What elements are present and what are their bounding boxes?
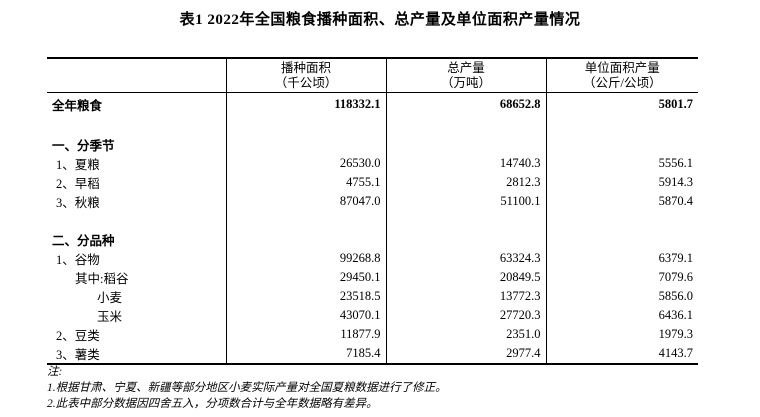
table-row-rice: 其中:稻谷 29450.1 20849.5 7079.6 xyxy=(47,268,698,287)
row-label: 一、分季节 xyxy=(52,139,115,153)
cell-yield: 7079.6 xyxy=(545,268,698,287)
cell-sown-area: 4755.1 xyxy=(225,173,386,192)
table-row-autumn-grain: 3、秋粮 87047.0 51100.1 5870.4 xyxy=(47,192,698,211)
cell-total-output: 2977.4 xyxy=(385,344,546,364)
row-label: 3、秋粮 xyxy=(56,196,100,210)
row-label: 小麦 xyxy=(97,291,123,305)
cell-sown-area: 7185.4 xyxy=(225,344,386,364)
cell-total-output: 68652.8 xyxy=(385,92,546,116)
notes: 注: 1.根据甘肃、宁夏、新疆等部分地区小麦实际产量对全国夏粮数据进行了修正。 … xyxy=(47,364,447,412)
table-row-section-by-season: 一、分季节 xyxy=(47,135,698,154)
grain-statistics-table: 播种面积 （千公顷） 总产量 （万吨） 单位面积产量 （公斤/公顷） 全年粮食 … xyxy=(47,57,698,365)
col-header-total-output: 总产量 （万吨） xyxy=(385,58,546,93)
note-item-2: 2.此表中部分数据因四舍五入，分项数合计与全年数据略有差异。 xyxy=(47,398,378,410)
col-header-sown-area-unit: （千公顷） xyxy=(274,75,338,90)
col-header-total-output-unit: （万吨） xyxy=(440,75,491,90)
row-label: 全年粮食 xyxy=(52,99,103,113)
spacer-row xyxy=(47,211,698,230)
cell-sown-area: 11877.9 xyxy=(225,325,386,344)
cell-yield xyxy=(545,230,698,249)
row-label: 2、豆类 xyxy=(56,329,100,343)
table-row-section-by-variety: 二、分品种 xyxy=(47,230,698,249)
col-header-total-output-name: 总产量 xyxy=(447,60,485,75)
cell-yield: 5801.7 xyxy=(545,92,698,116)
row-label: 2、早稻 xyxy=(56,177,100,191)
spacer-row xyxy=(47,116,698,135)
table-row-tubers: 3、薯类 7185.4 2977.4 4143.7 xyxy=(47,344,698,364)
cell-yield: 6436.1 xyxy=(545,306,698,325)
cell-yield xyxy=(545,135,698,154)
cell-total-output: 2351.0 xyxy=(385,325,546,344)
col-header-sown-area-name: 播种面积 xyxy=(280,60,331,75)
header-row: 播种面积 （千公顷） 总产量 （万吨） 单位面积产量 （公斤/公顷） xyxy=(47,58,698,93)
cell-yield: 4143.7 xyxy=(545,344,698,364)
row-label: 3、薯类 xyxy=(56,348,100,362)
cell-total-output: 2812.3 xyxy=(385,173,546,192)
table-row-cereals: 1、谷物 99268.8 63324.3 6379.1 xyxy=(47,249,698,268)
col-header-category xyxy=(47,58,226,93)
cell-total-output: 51100.1 xyxy=(385,192,546,211)
cell-yield: 5556.1 xyxy=(545,154,698,173)
cell-total-output xyxy=(385,135,546,154)
cell-yield: 5914.3 xyxy=(545,173,698,192)
cell-total-output: 27720.3 xyxy=(385,306,546,325)
cell-sown-area: 23518.5 xyxy=(225,287,386,306)
row-label: 玉米 xyxy=(97,310,123,324)
cell-total-output: 13772.3 xyxy=(385,287,546,306)
note-item-1: 1.根据甘肃、宁夏、新疆等部分地区小麦实际产量对全国夏粮数据进行了修正。 xyxy=(47,382,447,394)
cell-sown-area: 87047.0 xyxy=(225,192,386,211)
table-row-wheat: 小麦 23518.5 13772.3 5856.0 xyxy=(47,287,698,306)
cell-sown-area xyxy=(225,135,386,154)
table-row-corn: 玉米 43070.1 27720.3 6436.1 xyxy=(47,306,698,325)
col-header-yield-per-area-name: 单位面积产量 xyxy=(584,60,660,75)
cell-total-output: 14740.3 xyxy=(385,154,546,173)
cell-sown-area xyxy=(225,230,386,249)
cell-total-output xyxy=(385,230,546,249)
row-label: 1、谷物 xyxy=(56,253,100,267)
cell-yield: 5856.0 xyxy=(545,287,698,306)
cell-yield: 5870.4 xyxy=(545,192,698,211)
table-row-beans: 2、豆类 11877.9 2351.0 1979.3 xyxy=(47,325,698,344)
row-label: 1、夏粮 xyxy=(56,158,100,172)
row-label: 二、分品种 xyxy=(52,234,115,248)
cell-sown-area: 99268.8 xyxy=(225,249,386,268)
table-row-early-rice: 2、早稻 4755.1 2812.3 5914.3 xyxy=(47,173,698,192)
cell-total-output: 63324.3 xyxy=(385,249,546,268)
table-row-summer-grain: 1、夏粮 26530.0 14740.3 5556.1 xyxy=(47,154,698,173)
cell-sown-area: 43070.1 xyxy=(225,306,386,325)
col-header-sown-area: 播种面积 （千公顷） xyxy=(225,58,386,93)
row-label: 其中:稻谷 xyxy=(75,272,129,286)
cell-total-output: 20849.5 xyxy=(385,268,546,287)
cell-sown-area: 26530.0 xyxy=(225,154,386,173)
notes-header: 注: xyxy=(47,366,63,378)
table-row-annual-grain: 全年粮食 118332.1 68652.8 5801.7 xyxy=(47,92,698,116)
col-header-yield-per-area: 单位面积产量 （公斤/公顷） xyxy=(545,58,698,93)
cell-sown-area: 29450.1 xyxy=(225,268,386,287)
col-header-yield-per-area-unit: （公斤/公顷） xyxy=(583,75,662,90)
table-title: 表1 2022年全国粮食播种面积、总产量及单位面积产量情况 xyxy=(179,12,581,28)
cell-sown-area: 118332.1 xyxy=(225,92,386,116)
cell-yield: 1979.3 xyxy=(545,325,698,344)
cell-yield: 6379.1 xyxy=(545,249,698,268)
